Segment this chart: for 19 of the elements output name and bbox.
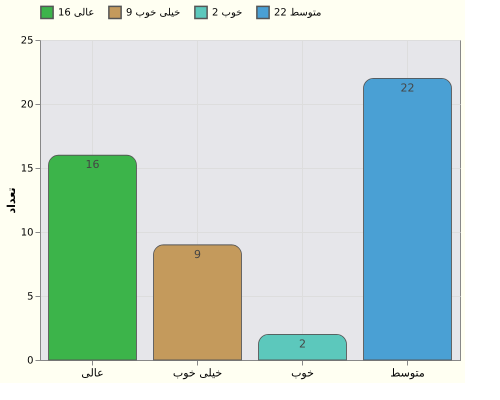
y-tick-label: 15: [20, 164, 34, 174]
data-label: 22: [400, 81, 414, 94]
y-axis-title: تعداد: [4, 187, 18, 214]
legend-label: خیلی خوب 9: [126, 7, 180, 18]
x-tick-label: متوسط: [390, 366, 425, 380]
legend-label: عالی 16: [58, 7, 94, 18]
y-tick-label: 5: [27, 292, 34, 302]
x-tick-label: خیلی خوب: [172, 366, 222, 380]
y-tick-label: 20: [20, 100, 34, 110]
data-label: 9: [194, 248, 201, 261]
y-tick-label: 10: [20, 228, 34, 238]
legend-label: متوسط 22: [274, 7, 322, 18]
legend-label: خوب 2: [212, 7, 242, 18]
y-tick-label: 25: [20, 36, 34, 46]
x-tick-label: عالی: [81, 366, 104, 380]
y-tick-label: 0: [27, 356, 34, 366]
data-label: 16: [86, 158, 100, 172]
x-tick-label: خوب: [291, 366, 314, 380]
data-label: 2: [299, 337, 306, 350]
